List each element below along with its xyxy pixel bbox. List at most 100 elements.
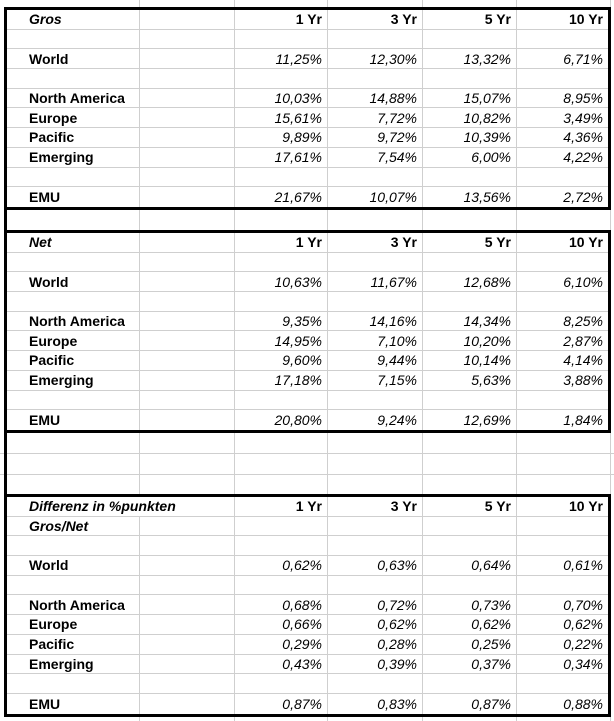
value-cell: 0,70% — [563, 596, 603, 613]
spacer-cell — [140, 187, 235, 207]
row-label: Europe — [7, 108, 140, 128]
section-title: Gros — [7, 10, 140, 29]
spacer-cell — [140, 536, 235, 556]
blank-cell — [328, 252, 423, 272]
spacer-cell — [140, 693, 235, 714]
blank-cell — [423, 292, 517, 311]
value-cell: 17,61% — [235, 147, 328, 167]
blank-cell — [7, 575, 140, 595]
value-cell: 9,60% — [235, 351, 328, 370]
blank-cell — [7, 252, 140, 272]
value-cell: 0,25% — [423, 634, 517, 654]
value-cell: 9,89% — [235, 128, 328, 147]
spacer-cell — [140, 128, 235, 147]
row-label: Europe — [7, 331, 140, 351]
value-cell: 10,63% — [235, 272, 328, 292]
table-row: Emerging 17,18% 7,15% 5,63% 3,88% — [7, 370, 608, 391]
value-cell: 13,56% — [423, 187, 517, 207]
value-cell: 0,72% — [328, 595, 423, 615]
value-cell: 9,35% — [235, 311, 328, 331]
table-row: North America 10,03% 14,88% 15,07% 8,95% — [7, 88, 608, 109]
table-row: Europe 15,61% 7,72% 10,82% 3,49% — [7, 108, 608, 129]
value-cell: 7,15% — [328, 370, 423, 390]
table-row — [7, 292, 608, 312]
blank-cell — [328, 674, 423, 693]
blank-cell — [517, 30, 608, 49]
table-row — [7, 390, 608, 411]
table-row — [7, 252, 608, 273]
gridline-horizontal — [0, 453, 614, 454]
value-cell: 17,18% — [235, 370, 328, 390]
table-row: Pacific 0,29% 0,28% 0,25% 0,22% — [7, 634, 608, 655]
table-row: Pacific 9,89% 9,72% 10,39% 4,36% — [7, 128, 608, 148]
value-cell: 14,95% — [235, 331, 328, 351]
row-label: EMU — [7, 410, 140, 430]
value-cell: 3,49% — [563, 109, 603, 126]
spacer-cell — [140, 69, 235, 88]
blank-cell — [328, 575, 423, 595]
table-row: Gros/Net — [7, 516, 608, 537]
spacer-cell — [140, 252, 235, 272]
table-row: North America 9,35% 14,16% 14,34% 8,25% — [7, 311, 608, 332]
table-row — [7, 674, 608, 694]
value-cell: 9,44% — [328, 351, 423, 370]
blank-cell — [235, 167, 328, 187]
spacer-cell — [140, 497, 235, 516]
blank-cell — [328, 390, 423, 410]
value-cell: 10,07% — [328, 187, 423, 207]
blank-cell — [517, 253, 608, 272]
table-row — [7, 167, 608, 188]
value-cell: 0,61% — [563, 557, 603, 574]
spacer-cell — [140, 88, 235, 108]
col-header-5-yr: 5 Yr — [423, 233, 517, 252]
value-cell: 6,71% — [563, 50, 603, 67]
col-header-1-yr: 1 Yr — [235, 233, 328, 252]
value-cell: 12,68% — [423, 272, 517, 292]
table-gros: Gros 1 Yr 3 Yr 5 Yr 10 Yr World 11,25% 12,30% 13… — [4, 7, 611, 210]
blank-cell — [328, 167, 423, 187]
value-cell: 3,88% — [563, 372, 603, 389]
blank-cell — [517, 168, 608, 187]
blank-cell — [517, 536, 608, 555]
table-row: Differenz in %punkten 1 Yr 3 Yr 5 Yr 10 Yr — [7, 497, 608, 517]
blank-cell — [423, 29, 517, 49]
value-cell: 9,72% — [328, 128, 423, 147]
spacer-cell — [140, 49, 235, 69]
blank-cell — [235, 252, 328, 272]
value-cell: 0,62% — [235, 556, 328, 575]
value-cell: 8,95% — [563, 90, 603, 107]
row-label: Emerging — [7, 654, 140, 674]
value-cell: 0,62% — [328, 615, 423, 634]
value-cell: 0,73% — [423, 595, 517, 615]
value-cell: 14,88% — [328, 88, 423, 108]
table-row — [7, 575, 608, 596]
spacer-cell — [140, 108, 235, 128]
table-row: Emerging 17,61% 7,54% 6,00% 4,22% — [7, 147, 608, 168]
value-cell: 0,43% — [235, 654, 328, 674]
section-title: Differenz in %punkten — [29, 498, 176, 515]
row-label: Pacific — [7, 634, 140, 654]
blank-cell — [517, 69, 608, 88]
table-row: North America 0,68% 0,72% 0,73% 0,70% — [7, 595, 608, 616]
blank-cell — [7, 390, 140, 410]
value-cell: 13,32% — [423, 49, 517, 69]
value-cell: 0,64% — [423, 556, 517, 575]
blank-cell — [235, 292, 328, 311]
value-cell: 0,28% — [328, 634, 423, 654]
table-row: Pacific 9,60% 9,44% 10,14% 4,14% — [7, 351, 608, 371]
value-cell: 21,67% — [235, 187, 328, 207]
value-cell: 1,84% — [563, 412, 603, 429]
value-cell: 0,34% — [563, 655, 603, 672]
value-cell: 10,82% — [423, 108, 517, 128]
value-cell: 0,63% — [328, 556, 423, 575]
table-net: Net 1 Yr 3 Yr 5 Yr 10 Yr World 10,63% 11,67% 12,… — [4, 230, 611, 433]
table-row: World 10,63% 11,67% 12,68% 6,10% — [7, 272, 608, 293]
value-cell: 6,10% — [563, 273, 603, 290]
blank-cell — [423, 167, 517, 187]
table-row — [7, 29, 608, 50]
blank-cell — [235, 536, 328, 556]
spacer-cell — [140, 390, 235, 410]
blank-cell — [423, 69, 517, 88]
spacer-cell — [328, 516, 423, 536]
